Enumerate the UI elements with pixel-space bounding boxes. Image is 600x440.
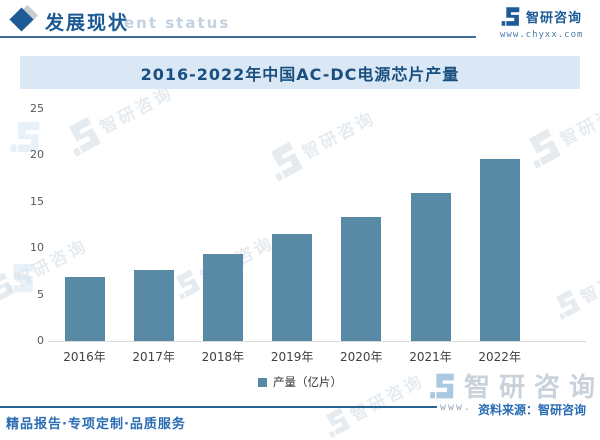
chart-legend: 产量（亿片）: [0, 374, 600, 390]
footer-www-text: www.: [440, 402, 473, 413]
footer-tagline: 精品报告·专项定制·品质服务: [6, 417, 186, 432]
brand-footer: 智研咨询: [428, 367, 600, 404]
x-axis-tick-label: 2020年: [340, 350, 383, 364]
bar-2019年: [272, 234, 313, 341]
bar-2016年: [64, 276, 105, 341]
y-axis-tick-label: 5: [37, 287, 44, 301]
y-axis-tick-label: 20: [30, 148, 44, 162]
chart-title-banner: 2016-2022年中国AC-DC电源芯片产量: [20, 56, 580, 89]
bar-2021年: [410, 193, 451, 341]
x-axis-tick-label: 2017年: [132, 350, 175, 364]
bar-chart: 0 5 10 15 20 25 2016年 2017年 2018年 2019年 2020年 2021年…: [0, 100, 600, 365]
y-axis-tick-label: 10: [30, 241, 44, 255]
x-axis-line: [48, 341, 586, 342]
footer-divider: [0, 406, 437, 408]
page-header: ent status 发展现状 智研咨询 www.chyxx.com: [0, 0, 600, 40]
x-axis-tick-label: 2021年: [409, 350, 452, 364]
header-divider: [0, 36, 476, 38]
x-axis-tick-label: 2016年: [63, 350, 106, 364]
legend-swatch: [258, 377, 267, 387]
brand-header: 智研咨询 www.chyxx.com: [500, 6, 592, 40]
bar-2017年: [133, 269, 174, 341]
chart-title: 2016-2022年中国AC-DC电源芯片产量: [140, 64, 460, 84]
x-axis-tick-label: 2018年: [201, 350, 245, 364]
bar-2022年: [479, 159, 520, 341]
legend-label: 产量（亿片）: [273, 375, 342, 389]
y-axis-tick-label: 0: [37, 334, 44, 347]
x-axis-tick-label: 2019年: [270, 350, 314, 364]
y-axis-tick-label: 25: [30, 102, 44, 115]
brand-name: 智研咨询: [464, 373, 600, 403]
brand-name: 智研咨询: [526, 11, 583, 26]
brand-logo-icon: [500, 6, 521, 27]
brand-url[interactable]: www.chyxx.com: [500, 30, 584, 40]
section-title: 发展现状: [45, 12, 130, 34]
bar-2018年: [202, 253, 243, 341]
y-axis-tick-label: 15: [30, 194, 44, 208]
x-axis-tick-label: 2022年: [478, 350, 521, 364]
bar-2020年: [341, 216, 382, 341]
header-watermark-english: ent status: [124, 14, 231, 32]
data-source: 资料来源：智研咨询: [478, 403, 587, 417]
brand-logo-icon: [428, 371, 456, 401]
